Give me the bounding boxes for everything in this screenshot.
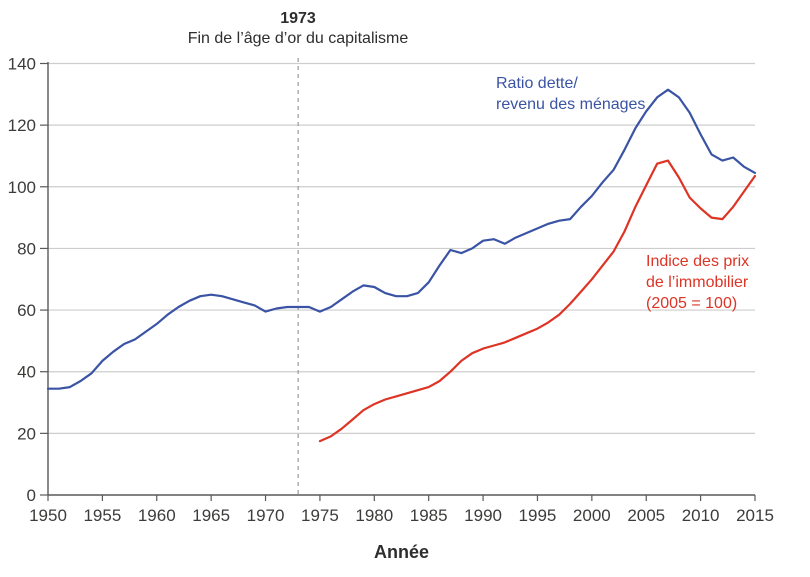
y-tick-label-100: 100 [8,178,36,197]
x-tick-label-1970: 1970 [247,506,285,525]
x-tick-label-1965: 1965 [192,506,230,525]
house-price-label: Indice des prix de l’immobilier (2005 = … [646,251,749,314]
x-tick-label-2010: 2010 [682,506,720,525]
annotation-year: 1973 [280,10,316,27]
x-tick-label-2005: 2005 [627,506,665,525]
annotation-caption: Fin de l’âge d’or du capitalisme [187,30,409,47]
y-tick-label-120: 120 [8,116,36,135]
debt-ratio-label-line1: Ratio dette/ [496,75,578,92]
house-price-label-line1: Indice des prix [646,253,750,270]
debt-ratio-label: Ratio dette/ revenu des ménages [496,73,645,115]
y-tick-label-40: 40 [17,363,36,382]
x-axis-title: Année [373,542,429,562]
vline-annotation: 1973 Fin de l’âge d’or du capitalisme [148,9,448,49]
y-tick-label-140: 140 [8,55,36,74]
y-tick-label-20: 20 [17,424,36,443]
x-tick-label-1985: 1985 [410,506,448,525]
x-tick-label-1980: 1980 [355,506,393,525]
x-tick-label-1960: 1960 [138,506,176,525]
x-tick-label-1990: 1990 [464,506,502,525]
x-tick-label-1950: 1950 [29,506,67,525]
x-tick-label-2015: 2015 [736,506,774,525]
debt-ratio-line [46,88,757,390]
x-tick-label-2000: 2000 [573,506,611,525]
house-price-line [318,159,757,443]
house-price-label-line3: (2005 = 100) [646,295,738,312]
y-tick-label-80: 80 [17,239,36,258]
debt-ratio-label-line2: revenu des ménages [496,96,646,113]
y-tick-label-0: 0 [27,486,36,505]
x-tick-label-1955: 1955 [83,506,121,525]
y-tick-label-60: 60 [17,301,36,320]
x-tick-label-1995: 1995 [519,506,557,525]
house-price-label-line2: de l’immobilier [646,274,749,291]
x-tick-label-1975: 1975 [301,506,339,525]
